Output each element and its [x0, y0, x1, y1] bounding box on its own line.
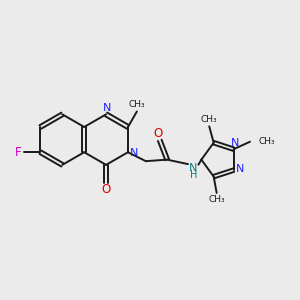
Text: CH₃: CH₃	[129, 100, 145, 109]
Text: O: O	[101, 183, 111, 196]
Text: F: F	[15, 146, 22, 159]
Text: CH₃: CH₃	[201, 115, 217, 124]
Text: N: N	[130, 148, 139, 158]
Text: N: N	[236, 164, 244, 174]
Text: N: N	[189, 163, 197, 173]
Text: H: H	[190, 170, 197, 180]
Text: CH₃: CH₃	[208, 195, 225, 204]
Text: CH₃: CH₃	[258, 137, 275, 146]
Text: N: N	[231, 138, 239, 148]
Text: N: N	[103, 103, 111, 113]
Text: O: O	[154, 127, 163, 140]
